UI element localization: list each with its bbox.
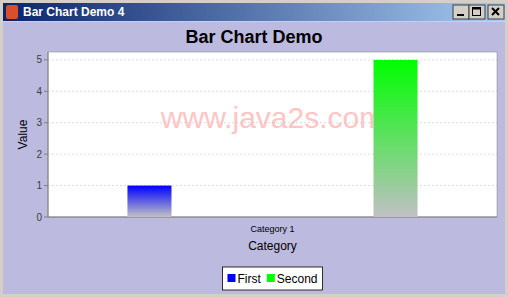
close-button[interactable]: [488, 5, 504, 19]
tick-mark: [44, 59, 48, 60]
minimize-button[interactable]: [453, 5, 469, 19]
glyph: [492, 8, 499, 15]
legend-swatch: [267, 274, 275, 282]
tick-label: 1: [36, 180, 42, 191]
chart-background: [3, 22, 505, 294]
tick-label: 3: [36, 117, 42, 128]
tick-mark: [44, 217, 48, 218]
tick-label: 2: [36, 149, 42, 160]
plot-area: [48, 52, 497, 217]
x-axis-line: [48, 217, 497, 218]
button-face: [453, 5, 469, 19]
screenshot: Bar Chart Demo 4 Bar Chart Demo www.java2s…: [0, 0, 508, 297]
tick-mark: [44, 185, 48, 186]
tick-mark: [44, 91, 48, 92]
x-axis-label: Category: [248, 239, 297, 253]
category-label: Category 1: [250, 224, 294, 234]
legend-label: First: [237, 272, 261, 286]
bar: [127, 186, 171, 217]
tick-label: 5: [36, 54, 42, 65]
legend-box: [222, 267, 322, 290]
legend-label: Second: [277, 272, 318, 286]
legend-swatch: [227, 274, 235, 282]
window-title: Bar Chart Demo 4: [23, 5, 125, 19]
glyph: [473, 8, 481, 16]
y-axis-line: [48, 52, 49, 217]
title-bar: [3, 3, 505, 21]
tick-mark: [44, 154, 48, 155]
bar: [374, 60, 418, 217]
glyph: [473, 8, 481, 10]
grid-line: [48, 59, 497, 60]
maximize-button[interactable]: [469, 5, 485, 19]
app-icon: [6, 5, 18, 19]
grid-line: [48, 185, 497, 186]
annotation: www.java2s.com: [160, 101, 384, 134]
bars: [127, 60, 417, 217]
chart-title: Bar Chart Demo: [185, 27, 322, 47]
legend: First Second: [222, 267, 322, 290]
window-frame: [0, 0, 508, 297]
button-face: [488, 5, 504, 19]
tick-mark: [44, 122, 48, 123]
grid-line: [48, 91, 497, 92]
grid-line: [48, 122, 497, 123]
tick-label: 4: [36, 86, 42, 97]
grid-line: [48, 217, 497, 218]
button-face: [469, 5, 485, 19]
tick-label: 0: [36, 212, 42, 223]
glyph: [457, 14, 464, 16]
grid-line: [48, 154, 497, 155]
y-axis-label: Value: [16, 119, 30, 149]
